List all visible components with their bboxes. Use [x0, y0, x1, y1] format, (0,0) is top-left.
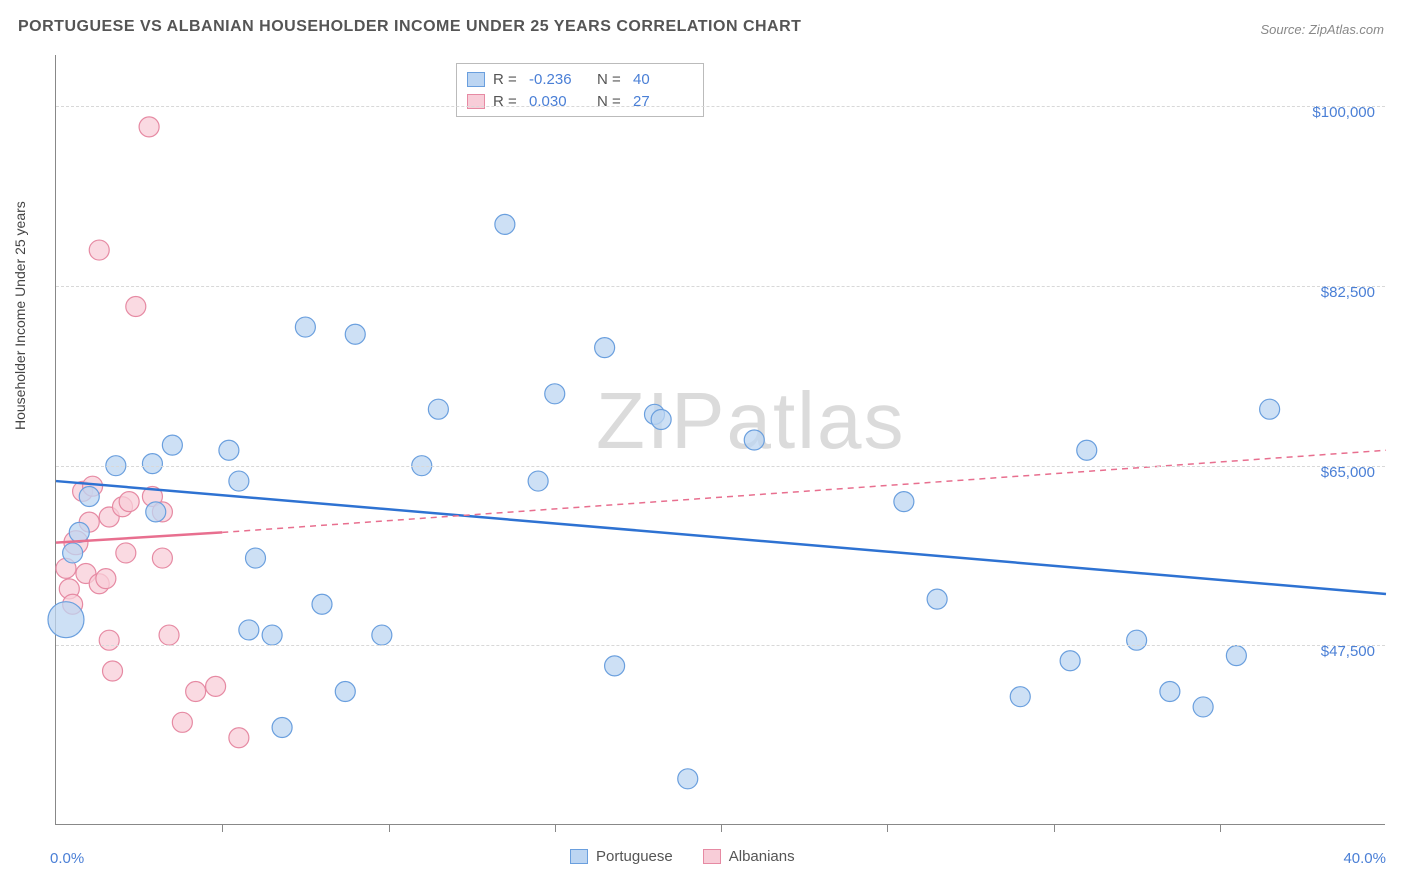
scatter-point-portuguese	[162, 435, 182, 455]
x-axis-max-label: 40.0%	[1343, 850, 1386, 867]
scatter-point-portuguese	[1127, 630, 1147, 650]
scatter-point-portuguese	[1077, 440, 1097, 460]
scatter-point-portuguese	[605, 656, 625, 676]
stats-row-portuguese: R = -0.236 N = 40	[467, 68, 693, 90]
plot-area: ZIPatlas R = -0.236 N = 40 R = 0.030 N =…	[55, 55, 1385, 825]
scatter-point-albanians	[126, 297, 146, 317]
y-tick-label: $65,000	[1321, 464, 1375, 481]
scatter-point-albanians	[186, 682, 206, 702]
scatter-point-portuguese	[595, 338, 615, 358]
x-tick	[1054, 824, 1055, 832]
stat-n-portuguese: 40	[633, 71, 693, 88]
scatter-point-albanians	[152, 548, 172, 568]
legend-label-albanians: Albanians	[729, 848, 795, 865]
stat-label-n: N =	[597, 71, 625, 88]
source-name: ZipAtlas.com	[1309, 22, 1384, 37]
scatter-point-portuguese	[1060, 651, 1080, 671]
scatter-point-portuguese	[1260, 399, 1280, 419]
scatter-point-albanians	[89, 240, 109, 260]
scatter-point-albanians	[103, 661, 123, 681]
scatter-point-albanians	[119, 492, 139, 512]
scatter-point-portuguese	[239, 620, 259, 640]
x-tick	[222, 824, 223, 832]
stats-row-albanians: R = 0.030 N = 27	[467, 90, 693, 112]
y-tick-label: $100,000	[1312, 104, 1375, 121]
scatter-point-portuguese	[744, 430, 764, 450]
stat-label-r: R =	[493, 71, 521, 88]
scatter-point-portuguese	[262, 625, 282, 645]
plot-svg	[56, 55, 1385, 824]
gridline-h	[56, 466, 1385, 467]
x-tick	[1220, 824, 1221, 832]
scatter-point-portuguese	[495, 214, 515, 234]
scatter-point-albanians	[139, 117, 159, 137]
scatter-point-portuguese	[295, 317, 315, 337]
scatter-point-albanians	[206, 676, 226, 696]
series-legend: Portuguese Albanians	[570, 848, 795, 865]
legend-item-portuguese: Portuguese	[570, 848, 673, 865]
trendline-portuguese	[56, 481, 1386, 594]
swatch-portuguese	[570, 849, 588, 864]
scatter-point-portuguese	[927, 589, 947, 609]
scatter-point-portuguese	[545, 384, 565, 404]
legend-item-albanians: Albanians	[703, 848, 795, 865]
stat-r-portuguese: -0.236	[529, 71, 589, 88]
gridline-h	[56, 106, 1385, 107]
scatter-point-portuguese	[1226, 646, 1246, 666]
y-axis-label: Householder Income Under 25 years	[12, 201, 28, 430]
scatter-point-portuguese	[651, 409, 671, 429]
x-tick	[389, 824, 390, 832]
scatter-point-portuguese	[312, 594, 332, 614]
scatter-point-albanians	[172, 712, 192, 732]
scatter-point-portuguese	[428, 399, 448, 419]
trendline-albanians-dash	[222, 450, 1386, 532]
scatter-point-portuguese	[219, 440, 239, 460]
scatter-point-portuguese	[79, 486, 99, 506]
scatter-point-portuguese	[678, 769, 698, 789]
gridline-h	[56, 286, 1385, 287]
scatter-point-portuguese	[246, 548, 266, 568]
x-axis-min-label: 0.0%	[50, 850, 84, 867]
scatter-point-portuguese	[272, 717, 292, 737]
scatter-point-portuguese	[345, 324, 365, 344]
swatch-portuguese	[467, 72, 485, 87]
scatter-point-portuguese	[142, 454, 162, 474]
scatter-point-portuguese	[1193, 697, 1213, 717]
legend-label-portuguese: Portuguese	[596, 848, 673, 865]
y-tick-label: $82,500	[1321, 284, 1375, 301]
scatter-point-albanians	[159, 625, 179, 645]
scatter-point-albanians	[96, 569, 116, 589]
scatter-point-portuguese	[894, 492, 914, 512]
scatter-point-portuguese	[69, 522, 89, 542]
scatter-point-albanians	[99, 630, 119, 650]
scatter-point-portuguese	[335, 682, 355, 702]
y-tick-label: $47,500	[1321, 643, 1375, 660]
chart-container: PORTUGUESE VS ALBANIAN HOUSEHOLDER INCOM…	[0, 0, 1406, 892]
scatter-point-portuguese	[146, 502, 166, 522]
scatter-point-albanians	[116, 543, 136, 563]
scatter-point-portuguese	[372, 625, 392, 645]
scatter-point-portuguese	[48, 602, 84, 638]
source-attribution: Source: ZipAtlas.com	[1260, 22, 1384, 37]
x-tick	[555, 824, 556, 832]
x-tick	[721, 824, 722, 832]
x-tick	[887, 824, 888, 832]
scatter-point-portuguese	[1160, 682, 1180, 702]
scatter-point-portuguese	[528, 471, 548, 491]
scatter-point-albanians	[229, 728, 249, 748]
scatter-point-portuguese	[63, 543, 83, 563]
source-prefix: Source:	[1260, 22, 1308, 37]
gridline-h	[56, 645, 1385, 646]
chart-title: PORTUGUESE VS ALBANIAN HOUSEHOLDER INCOM…	[18, 18, 801, 36]
stats-legend-box: R = -0.236 N = 40 R = 0.030 N = 27	[456, 63, 704, 117]
scatter-point-portuguese	[229, 471, 249, 491]
swatch-albanians	[703, 849, 721, 864]
scatter-point-portuguese	[1010, 687, 1030, 707]
